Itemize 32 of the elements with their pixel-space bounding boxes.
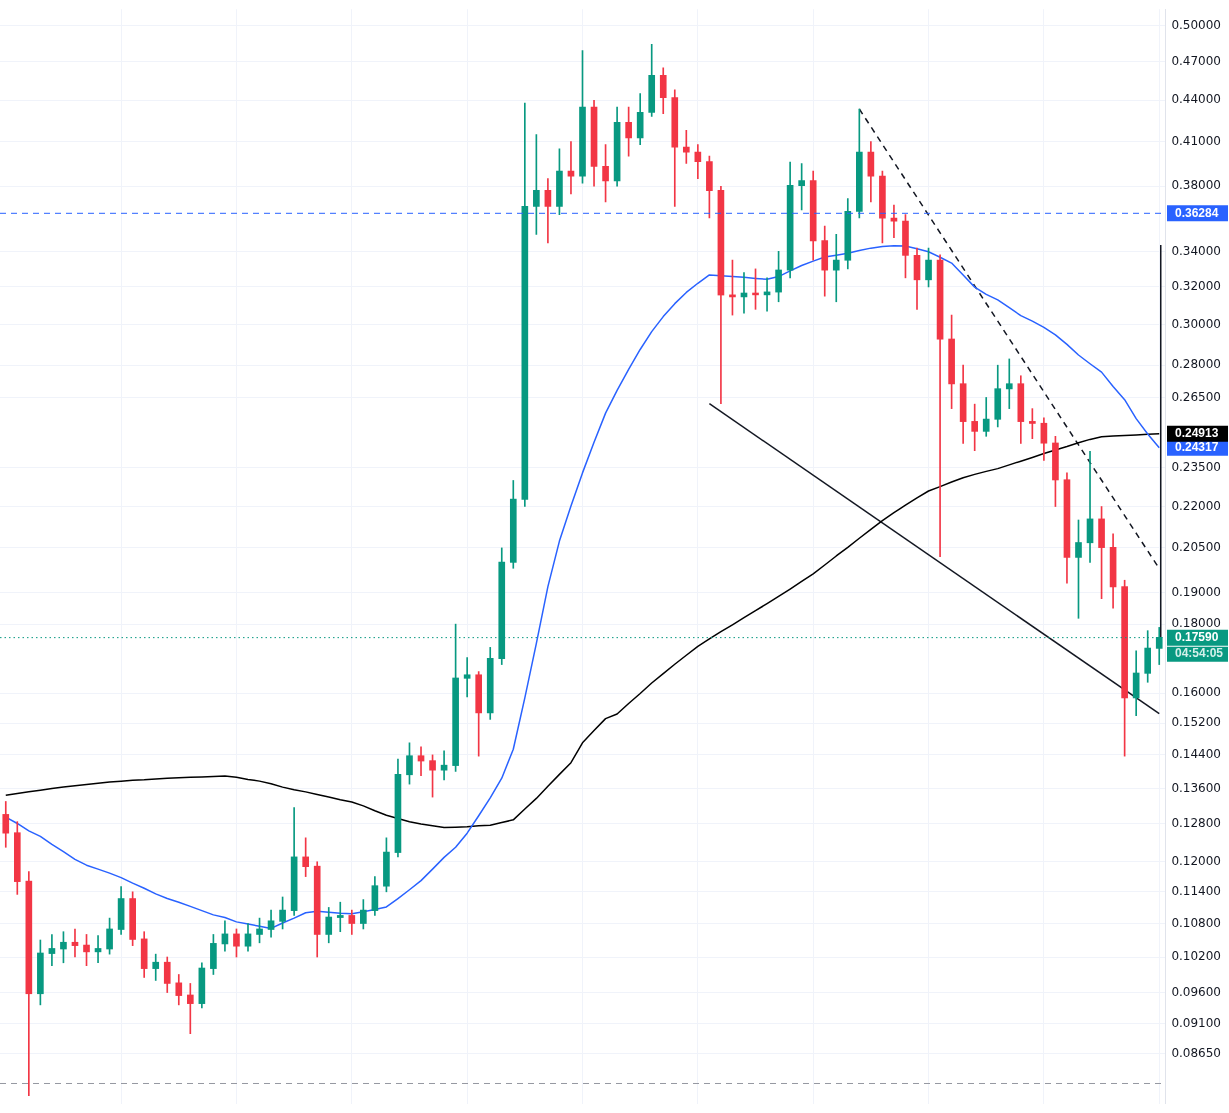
y-tick-label: 0.10200 (1171, 949, 1221, 964)
y-tick-label: 0.28000 (1171, 357, 1221, 372)
y-tick-label: 0.14400 (1171, 747, 1221, 762)
y-tick-label: 0.12000 (1171, 853, 1221, 868)
y-tick-label: 0.20500 (1171, 540, 1221, 555)
y-tick-label: 0.34000 (1171, 243, 1221, 258)
y-tick-label: 0.22000 (1171, 498, 1221, 513)
y-tick-label: 0.16000 (1171, 685, 1221, 700)
y-tick-label: 0.32000 (1171, 279, 1221, 294)
data-label: 0.24317 (1175, 440, 1219, 455)
ref-line-label: 0.17590 (1175, 629, 1219, 644)
y-tick-label: 0.08650 (1171, 1045, 1221, 1060)
y-tick-label: 0.41000 (1171, 133, 1221, 148)
y-tick-label: 0.12800 (1171, 816, 1221, 831)
y-tick-label: 0.23500 (1171, 460, 1221, 474)
y-tick-label: 0.30000 (1171, 316, 1221, 331)
y-tick-label: 0.18000 (1171, 616, 1221, 631)
y-tick-label: 0.15200 (1171, 715, 1221, 730)
y-tick-label: 0.50000 (1171, 17, 1221, 32)
y-tick-label: 0.47000 (1171, 53, 1221, 68)
y-tick-label: 0.10800 (1171, 915, 1221, 930)
y-tick-label: 0.38000 (1171, 178, 1221, 193)
y-tick-label: 0.26500 (1171, 389, 1221, 404)
y-tick-label: 0.19000 (1171, 584, 1221, 599)
y-tick-label: 0.09100 (1171, 1016, 1221, 1031)
y-tick-label: 0.44000 (1171, 92, 1221, 107)
ref-line-label: 0.36284 (1175, 205, 1219, 220)
y-tick-label: 0.11400 (1171, 883, 1221, 898)
text: 04:54:05 (1175, 645, 1224, 660)
data-label: 0.24913 (1175, 425, 1219, 440)
y-tick-label: 0.09600 (1171, 984, 1221, 999)
y-tick-label: 0.13600 (1171, 780, 1221, 795)
